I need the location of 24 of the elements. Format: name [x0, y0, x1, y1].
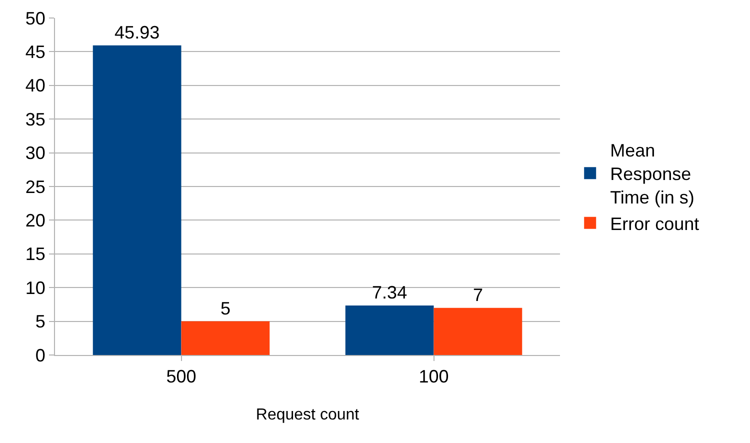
y-tick-label: 5 [35, 312, 46, 332]
y-tick-label: 35 [25, 109, 46, 130]
bar [92, 45, 182, 355]
y-tick-label: 50 [25, 8, 46, 28]
y-tick-label: 40 [25, 76, 46, 96]
bar [181, 321, 270, 355]
y-tick-label: 30 [25, 143, 46, 164]
legend-label: Mean Response Time (in s) [610, 140, 694, 208]
x-tick-label: 500 [166, 366, 196, 387]
y-tick-label: 45 [25, 42, 46, 62]
y-tick-label: 10 [25, 278, 46, 298]
data-label: 7 [472, 284, 483, 305]
data-label: 45.93 [114, 22, 160, 42]
data-label: 5 [220, 298, 230, 318]
y-tick-label: 15 [25, 244, 46, 264]
x-axis-title: Request count [256, 406, 360, 424]
data-label: 7.34 [372, 282, 408, 303]
legend-label: Error count [610, 214, 700, 234]
x-tick-label: 100 [418, 366, 449, 387]
bar [434, 308, 522, 355]
y-tick-label: 0 [35, 345, 46, 366]
bar [345, 306, 434, 355]
y-tick-label: 25 [25, 176, 46, 197]
y-tick-label: 20 [25, 210, 46, 230]
